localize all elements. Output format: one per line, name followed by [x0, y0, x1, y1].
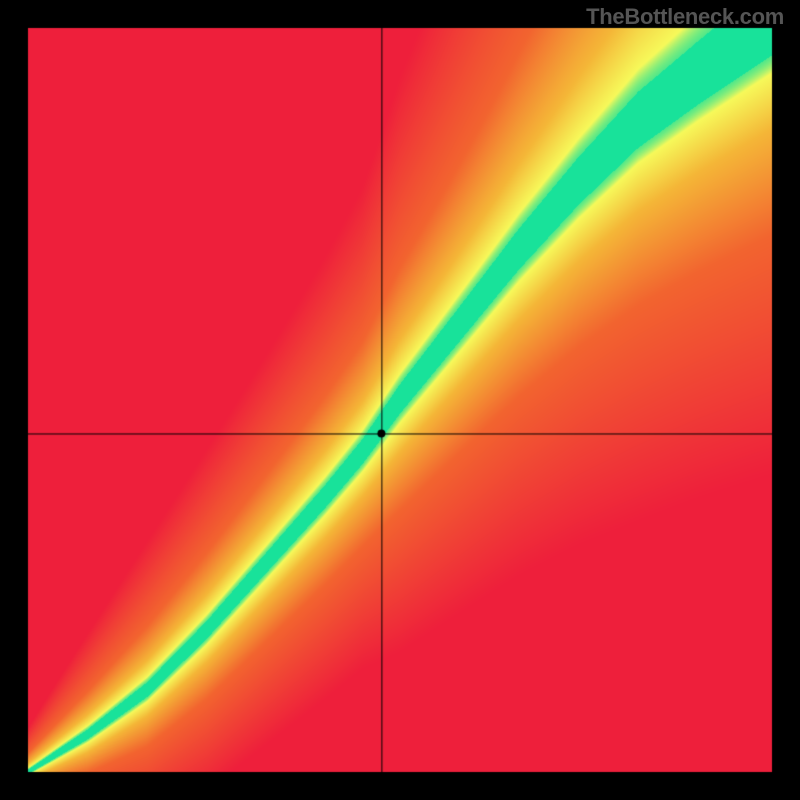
bottleneck-heatmap [0, 0, 800, 800]
watermark-text: TheBottleneck.com [586, 4, 784, 30]
